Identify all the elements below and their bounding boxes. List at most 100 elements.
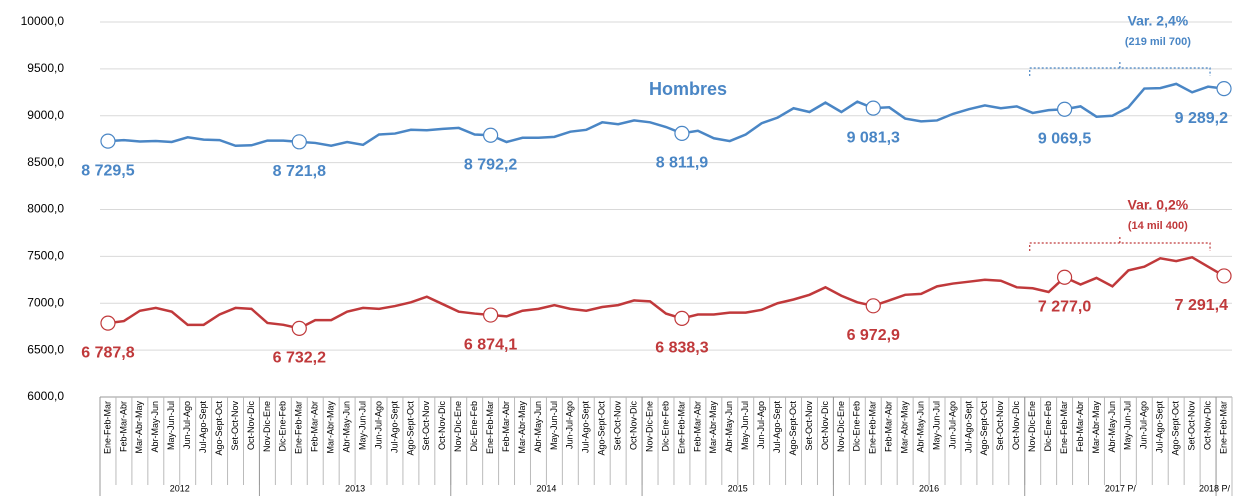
- x-tick-label: Ene-Feb-Mar: [676, 401, 686, 454]
- data-label: 6 787,8: [81, 344, 134, 361]
- x-tick-label: Jul-Ago-Sept: [963, 401, 973, 454]
- marker: [674, 310, 690, 327]
- x-tick-label: Set-Oct-Nov: [995, 401, 1005, 451]
- year-label: 2017 P/: [1105, 483, 1137, 493]
- x-tick-label: Ene-Feb-Mar: [102, 401, 112, 454]
- x-tick-label: Mar-Abr-May: [1091, 401, 1101, 454]
- y-tick-label: 6500,0: [27, 342, 64, 356]
- bracket: [1029, 62, 1211, 76]
- marker: [674, 125, 690, 141]
- marker: [100, 133, 116, 149]
- x-tick-label: Jul-Ago-Sept: [389, 401, 399, 454]
- year-label: 2013: [345, 483, 365, 493]
- x-tick-label: Ago-Sept-Oct: [788, 401, 798, 456]
- marker: [291, 320, 307, 336]
- marker: [1216, 81, 1232, 97]
- year-label: 2018 P/: [1199, 483, 1231, 493]
- data-label: 7 291,4: [1175, 297, 1228, 314]
- x-tick-label: Ene-Feb-Mar: [1059, 401, 1069, 454]
- data-label: 6 838,3: [655, 340, 708, 357]
- x-tick-label: May-Jun-Jul: [740, 401, 750, 450]
- data-label: 6 972,9: [847, 327, 900, 344]
- x-tick-label: Set-Oct-Nov: [1187, 401, 1197, 451]
- x-tick-label: Set-Oct-Nov: [421, 401, 431, 451]
- year-label: 2012: [170, 483, 190, 493]
- x-tick-label: Jul-Ago-Sept: [1155, 401, 1165, 454]
- x-tick-label: Jun-Jul-Ago: [947, 401, 957, 449]
- marker: [865, 298, 881, 314]
- annotation-detail: (219 mil 700): [1125, 36, 1191, 48]
- data-label: 8 792,2: [464, 156, 517, 173]
- x-tick-label: Feb-Mar-Abr: [501, 401, 511, 452]
- x-tick-label: May-Jun-Jul: [1123, 401, 1133, 450]
- x-tick-label: Dic-Ene-Feb: [660, 401, 670, 452]
- x-tick-label: May-Jun-Jul: [166, 401, 176, 450]
- x-tick-label: Jun-Jul-Ago: [182, 401, 192, 449]
- data-label: 9 289,2: [1175, 110, 1228, 127]
- data-label: 8 811,9: [656, 155, 709, 172]
- x-tick-label: Jun-Jul-Ago: [373, 401, 383, 449]
- x-tick-label: Set-Oct-Nov: [804, 401, 814, 451]
- marker: [1056, 101, 1073, 117]
- y-tick-label: 9500,0: [27, 61, 64, 75]
- x-tick-label: Set-Oct-Nov: [230, 401, 240, 451]
- x-tick-label: Ago-Sept-Oct: [214, 401, 224, 456]
- x-tick-label: Abr-May-Jun: [724, 401, 734, 453]
- x-tick-label: Ene-Feb-Mar: [294, 401, 304, 454]
- x-tick-label: Mar-Abr-May: [326, 401, 336, 454]
- x-tick-label: Jun-Jul-Ago: [1139, 401, 1149, 449]
- x-tick-label: Abr-May-Jun: [533, 401, 543, 453]
- series-line: [107, 255, 1225, 330]
- data-label: 8 729,5: [81, 162, 134, 179]
- x-tick-label: Set-Oct-Nov: [613, 401, 623, 451]
- x-tick-label: Feb-Mar-Abr: [692, 401, 702, 452]
- x-tick-label: Nov-Dic-Ene: [836, 401, 846, 452]
- x-tick-label: Dic-Ene-Feb: [278, 401, 288, 452]
- x-tick-label: Jul-Ago-Sept: [581, 401, 591, 454]
- y-tick-label: 7500,0: [27, 249, 64, 263]
- x-tick-label: May-Jun-Jul: [549, 401, 559, 450]
- marker: [865, 100, 881, 116]
- marker: [1056, 269, 1073, 285]
- x-tick-label: Mar-Abr-May: [708, 401, 718, 454]
- x-tick-label: May-Jun-Jul: [931, 401, 941, 450]
- data-label: 8 721,8: [273, 163, 326, 180]
- annotation-title: Var. 0,2%: [1128, 197, 1189, 213]
- x-tick-label: Mar-Abr-May: [900, 401, 910, 454]
- year-label: 2016: [919, 483, 939, 493]
- x-tick-label: Feb-Mar-Abr: [310, 401, 320, 452]
- bracket: [1029, 237, 1211, 251]
- x-tick-label: Abr-May-Jun: [915, 401, 925, 453]
- marker: [483, 307, 499, 323]
- x-tick-label: Ago-Sept-Oct: [1171, 401, 1181, 456]
- x-tick-label: Dic-Ene-Feb: [469, 401, 479, 452]
- year-label: 2014: [536, 483, 556, 493]
- x-tick-label: Ago-Sept-Oct: [597, 401, 607, 456]
- x-tick-label: Abr-May-Jun: [342, 401, 352, 453]
- data-label: 7 277,0: [1038, 299, 1091, 316]
- x-tick-label: Nov-Dic-Ene: [1027, 401, 1037, 452]
- x-tick-label: Jun-Jul-Ago: [565, 401, 575, 449]
- marker: [483, 127, 499, 143]
- y-tick-label: 9000,0: [27, 108, 64, 122]
- y-tick-label: 8000,0: [27, 202, 64, 216]
- x-tick-label: Nov-Dic-Ene: [262, 401, 272, 452]
- x-tick-label: Abr-May-Jun: [1107, 401, 1117, 453]
- marker: [1216, 268, 1232, 284]
- x-tick-label: Oct-Nov-Dic: [820, 401, 830, 450]
- x-tick-label: Mar-Abr-May: [134, 401, 144, 454]
- x-tick-label: Nov-Dic-Ene: [453, 401, 463, 452]
- x-tick-label: Ene-Feb-Mar: [1218, 401, 1228, 454]
- annotation-title: Var. 2,4%: [1128, 13, 1189, 29]
- x-tick-label: Oct-Nov-Dic: [437, 401, 447, 450]
- x-tick-label: May-Jun-Jul: [357, 401, 367, 450]
- x-tick-label: Abr-May-Jun: [150, 401, 160, 453]
- x-tick-label: Oct-Nov-Dic: [1202, 401, 1212, 450]
- data-label: 6 732,2: [273, 350, 326, 367]
- data-label: 9 069,5: [1038, 130, 1091, 147]
- x-tick-label: Dic-Ene-Feb: [1043, 401, 1053, 452]
- x-tick-label: Nov-Dic-Ene: [644, 401, 654, 452]
- year-label: 2015: [728, 483, 748, 493]
- x-tick-label: Ene-Feb-Mar: [868, 401, 878, 454]
